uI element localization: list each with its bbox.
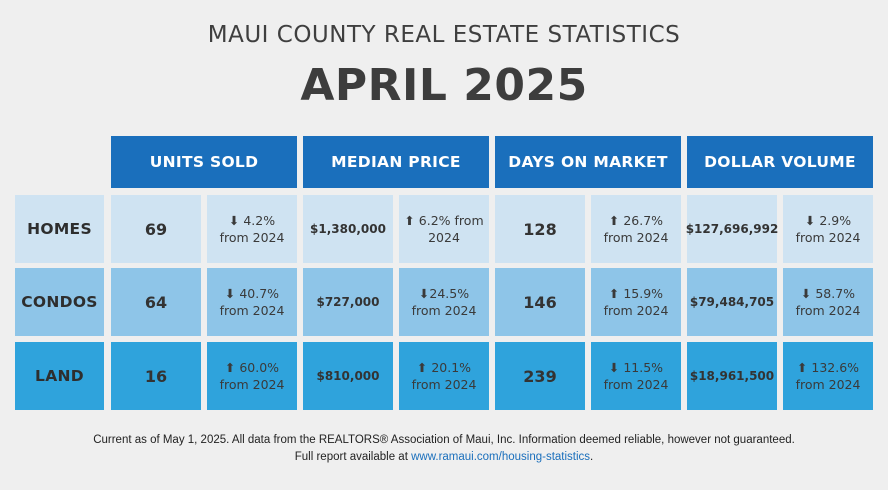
housing-statistics-link[interactable]: www.ramaui.com/housing-statistics — [411, 451, 591, 463]
land-median-price: $810,000 — [303, 342, 393, 410]
land-units-sold: 16 — [111, 342, 201, 410]
row-label-land: LAND — [15, 342, 104, 410]
homes-days-on-market: 128 — [495, 195, 585, 263]
footer-disclaimer: Current as of May 1, 2025. All data from… — [93, 434, 795, 446]
header-median-price: MEDIAN PRICE — [303, 136, 489, 188]
condos-days-on-market: 146 — [495, 268, 585, 336]
land-units-change: ⬆ 60.0% from 2024 — [207, 342, 297, 410]
land-days-change: ⬇ 11.5% from 2024 — [591, 342, 681, 410]
homes-volume-change: ⬇ 2.9% from 2024 — [783, 195, 873, 263]
land-days-on-market: 239 — [495, 342, 585, 410]
condos-days-change: ⬆ 15.9% from 2024 — [591, 268, 681, 336]
condos-units-sold: 64 — [111, 268, 201, 336]
footer-report-line: Full report available at www.ramaui.com/… — [294, 451, 594, 463]
condos-median-price: $727,000 — [303, 268, 393, 336]
header-units-sold: UNITS SOLD — [111, 136, 297, 188]
condos-price-change: ⬇24.5% from 2024 — [399, 268, 489, 336]
row-label-homes: HOMES — [15, 195, 104, 263]
homes-units-sold: 69 — [111, 195, 201, 263]
homes-units-change: ⬇ 4.2% from 2024 — [207, 195, 297, 263]
footer: Current as of May 1, 2025. All data from… — [0, 432, 888, 466]
land-dollar-volume: $18,961,500 — [687, 342, 777, 410]
homes-price-change: ⬆ 6.2% from 2024 — [399, 195, 489, 263]
page-title: APRIL 2025 — [300, 60, 588, 111]
condos-units-change: ⬇ 40.7% from 2024 — [207, 268, 297, 336]
land-price-change: ⬆ 20.1% from 2024 — [399, 342, 489, 410]
header-days-on-market: DAYS ON MARKET — [495, 136, 681, 188]
land-volume-change: ⬆ 132.6% from 2024 — [783, 342, 873, 410]
homes-days-change: ⬆ 26.7% from 2024 — [591, 195, 681, 263]
condos-volume-change: ⬇ 58.7% from 2024 — [783, 268, 873, 336]
subtitle: MAUI COUNTY REAL ESTATE STATISTICS — [207, 22, 681, 48]
row-label-condos: CONDOS — [15, 268, 104, 336]
header-dollar-volume: DOLLAR VOLUME — [687, 136, 873, 188]
condos-dollar-volume: $79,484,705 — [687, 268, 777, 336]
homes-median-price: $1,380,000 — [303, 195, 393, 263]
homes-dollar-volume: $127,696,992 — [686, 195, 778, 263]
